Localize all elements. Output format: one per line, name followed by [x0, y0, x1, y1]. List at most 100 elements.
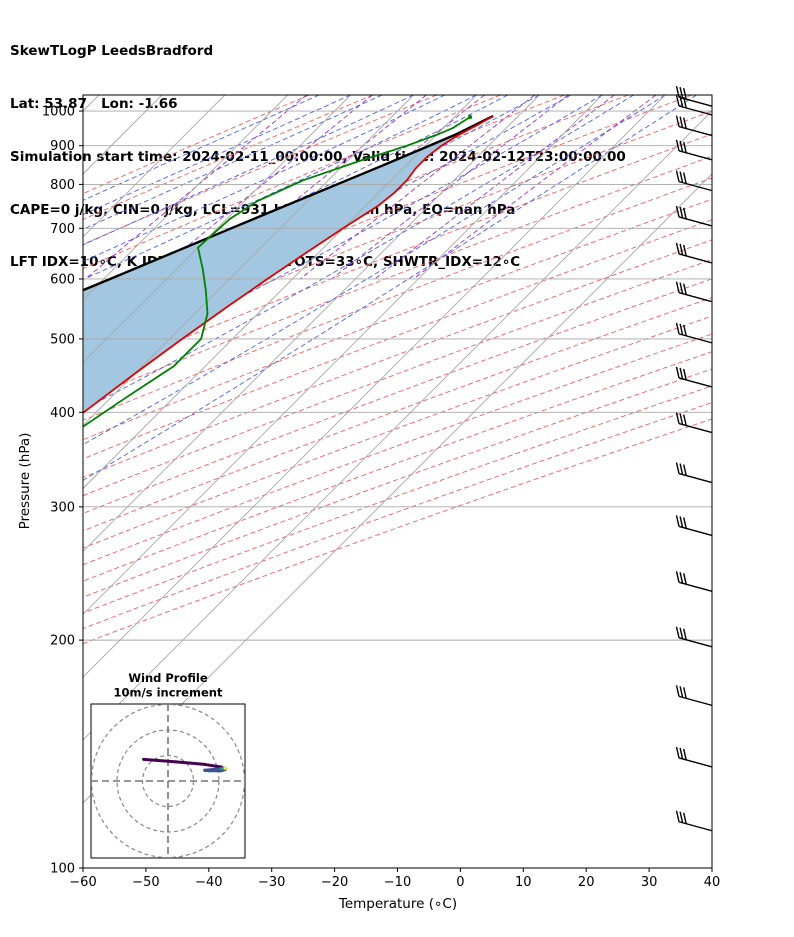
dry-adiabat-line	[83, 418, 712, 645]
wind-barb	[675, 515, 713, 537]
wind-barb	[675, 571, 713, 593]
chart-header: SkewTLogP LeedsBradford Lat: 53.87 Lon: …	[10, 8, 626, 290]
dry-adiabat-line	[83, 95, 374, 220]
mixing-ratio-line	[331, 95, 569, 280]
wind-barb-staff	[678, 150, 713, 161]
wind-barb-flag	[679, 116, 684, 128]
isotherm-line	[83, 95, 477, 490]
wind-barb-flag	[683, 464, 687, 476]
y-tick-label: 300	[50, 500, 75, 515]
wind-barb-flag	[679, 323, 684, 336]
y-tick-label: 800	[50, 178, 75, 193]
wind-barb-staff	[678, 253, 713, 264]
wind-barb-flag	[683, 283, 687, 295]
moist-adiabat-line	[83, 95, 383, 230]
x-tick-label: 10	[515, 875, 532, 890]
isotherm-line	[83, 95, 100, 112]
moist-adiabat-line	[83, 95, 697, 481]
wind-barb	[675, 626, 713, 648]
wind-barb-flag	[675, 94, 680, 107]
wind-barb-flag	[683, 414, 687, 426]
y-tick-label: 1000	[42, 105, 75, 120]
hodograph-segment	[203, 762, 223, 769]
wind-barb-flag	[675, 810, 680, 822]
x-tick-label: 0	[456, 875, 464, 890]
wind-barb-flag	[683, 207, 687, 220]
wind-barb-flag	[679, 367, 684, 380]
y-tick-label: 600	[50, 272, 75, 287]
location-label: Lat: 53.87 Lon: -1.66	[10, 95, 178, 112]
wind-barb-flag	[683, 117, 687, 129]
surface-dewpoint-marker	[468, 115, 473, 120]
dry-adiabat-line	[83, 333, 712, 566]
wind-barb-flag	[683, 812, 687, 824]
x-tick-label: −40	[195, 875, 222, 890]
wind-barb-staff	[678, 695, 713, 707]
x-tick-label: −20	[321, 875, 348, 890]
wind-barb-flag	[679, 627, 684, 639]
dry-adiabat-line	[83, 351, 712, 582]
wind-barb-flag	[679, 140, 684, 153]
wind-barb	[675, 366, 713, 388]
x-tick-label: 30	[641, 875, 658, 890]
wind-barb-flag	[675, 626, 680, 638]
wind-barb-staff	[678, 105, 713, 116]
wind-barb-flag	[683, 517, 687, 529]
isotherm-line	[83, 95, 414, 427]
wind-barb-flag	[679, 516, 684, 528]
mixing-ratio-line	[299, 95, 536, 280]
wind-barb-flag	[683, 687, 687, 699]
wind-barb-flag	[679, 811, 684, 823]
wind-barb	[675, 462, 713, 484]
wind-barb-staff	[678, 125, 713, 137]
wind-barb-flag	[675, 412, 680, 424]
wind-barb-flag	[683, 573, 687, 585]
mixing-ratio-line	[85, 95, 307, 280]
moist-adiabat-line	[83, 95, 540, 323]
wind-barb-flag	[679, 413, 684, 425]
parcel-profile-line	[83, 114, 494, 292]
wind-barb-staff	[678, 821, 713, 832]
wind-barb-staff	[678, 216, 713, 227]
wind-barb-flag	[679, 686, 684, 698]
x-tick-label: −60	[69, 875, 96, 890]
moist-adiabat-line	[83, 95, 666, 446]
wind-barb-flag	[679, 86, 684, 99]
wind-barb	[675, 115, 713, 137]
x-tick-label: 40	[704, 875, 721, 890]
wind-barb-flag	[675, 515, 680, 527]
wind-barb-staff	[678, 472, 713, 484]
wind-barb-flag	[679, 171, 684, 183]
wind-barb-staff	[678, 637, 713, 648]
isotherm-line	[83, 95, 666, 678]
wind-barb	[675, 746, 713, 768]
wind-barb-staff	[678, 180, 713, 192]
wind-barb-flag	[675, 462, 680, 474]
x-axis-label: Temperature (∘C)	[338, 896, 457, 912]
y-tick-label: 100	[50, 862, 75, 877]
wind-barb-staff	[678, 333, 713, 344]
y-tick-label: 200	[50, 634, 75, 649]
wind-barb-flag	[675, 170, 680, 182]
wind-barb-flag	[675, 242, 680, 255]
moist-adiabat-line	[83, 95, 320, 201]
wind-barb-staff	[678, 422, 713, 434]
dry-adiabat-line	[83, 198, 712, 441]
dry-adiabat-line	[83, 278, 712, 514]
wind-barb	[675, 242, 713, 264]
wind-barb-staff	[678, 377, 713, 388]
temperature-profile-line	[83, 115, 494, 415]
wind-barb	[675, 685, 713, 707]
dry-adiabat-line	[83, 155, 712, 401]
wind-barb	[675, 810, 713, 832]
dry-adiabat-line	[83, 259, 712, 497]
wind-barb-staff	[678, 757, 713, 768]
wind-barb-flag	[683, 244, 687, 257]
hodograph-title: 10m/s increment	[114, 686, 223, 700]
wind-barb-flag	[675, 205, 680, 218]
mixing-ratio-line	[413, 95, 657, 280]
isotherm-line	[83, 95, 226, 238]
wind-barb-flag	[683, 172, 687, 184]
wind-barb-staff	[678, 581, 713, 593]
